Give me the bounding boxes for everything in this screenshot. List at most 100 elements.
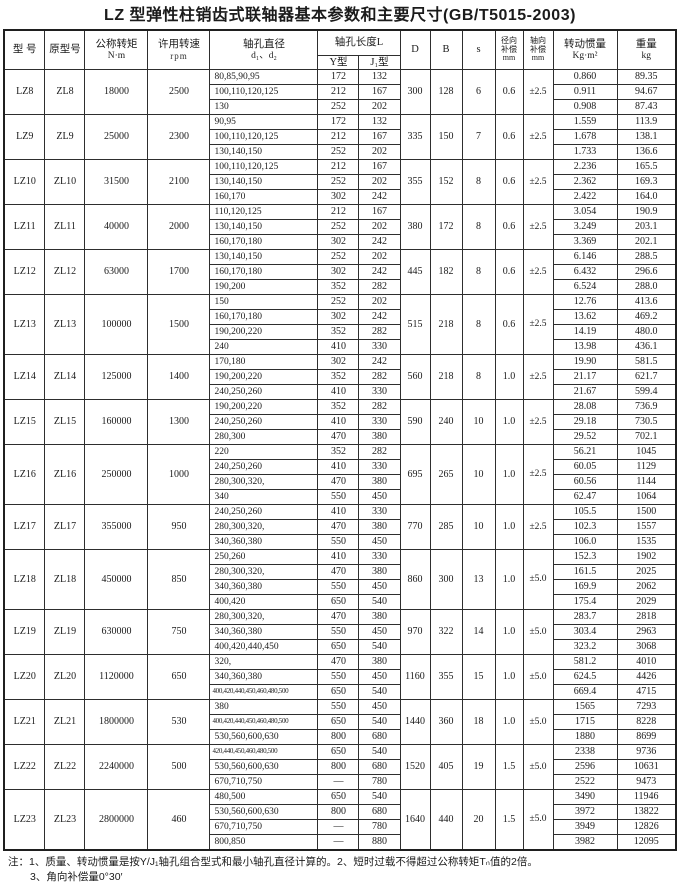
- radial-comp-cell: 1.0: [494, 549, 524, 610]
- speed-cell: 1500: [147, 294, 211, 355]
- table-row: 160,170,180 302 242 3.369 202.1: [4, 234, 677, 250]
- b-cell: 265: [429, 444, 463, 505]
- proto-model-cell: ZL22: [44, 744, 86, 790]
- j-length-cell: 242: [358, 234, 401, 250]
- axial-comp-cell: ±2.5: [522, 204, 554, 250]
- bore-diameter-cell: 130,140,150: [209, 249, 319, 265]
- col-header-proto: 原型号: [44, 29, 86, 70]
- bore-diameter-cell: 100,110,120,125: [209, 129, 319, 145]
- y-length-cell: —: [317, 834, 360, 851]
- bore-diameter-cell: 530,560,600,630: [209, 729, 319, 745]
- proto-model-cell: ZL16: [44, 444, 86, 505]
- table-row: 530,560,600,630 800 680 1880 8699: [4, 729, 677, 745]
- y-length-cell: 352: [317, 279, 360, 295]
- model-cell: LZ20: [3, 654, 46, 700]
- weight-cell: 190.9: [616, 204, 677, 220]
- weight-cell: 169.3: [616, 174, 677, 190]
- inertia-cell: 6.146: [552, 249, 618, 265]
- j-length-cell: 540: [358, 594, 401, 610]
- weight-cell: 702.1: [616, 429, 677, 445]
- bore-diameter-cell: 340,360,380: [209, 579, 319, 595]
- y-length-cell: 252: [317, 99, 360, 115]
- speed-cell: 500: [147, 744, 211, 790]
- weight-cell: 11946: [616, 789, 677, 805]
- j-length-cell: 780: [358, 774, 401, 790]
- y-length-cell: 252: [317, 294, 360, 310]
- j-length-cell: 282: [358, 324, 401, 340]
- table-row: 400,420,440,450,460,480,500 650 540 669.4 47…: [4, 684, 677, 700]
- j-length-cell: 202: [358, 219, 401, 235]
- b-cell: 218: [429, 354, 463, 400]
- axial-comp-cell: ±2.5: [522, 159, 554, 205]
- b-cell: 440: [429, 789, 463, 851]
- weight-cell: 413.6: [616, 294, 677, 310]
- d-cell: 970: [399, 609, 431, 655]
- s-cell: 10: [461, 504, 496, 550]
- bore-diameter-cell: 160,170,180: [209, 309, 319, 325]
- d-cell: 560: [399, 354, 431, 400]
- b-cell: 300: [429, 549, 463, 610]
- table-row: LZ11 ZL11 40000 2000 110,120,125 212 167 380 172…: [3, 204, 677, 250]
- y-length-cell: 352: [317, 369, 360, 385]
- bore-diameter-cell: 530,560,600,630: [209, 759, 319, 775]
- radial-label-1: 径向: [501, 36, 517, 46]
- axial-comp-cell: ±2.5: [522, 504, 554, 550]
- bore-symbols: d₁、d₂: [251, 50, 277, 61]
- y-length-cell: 470: [317, 519, 360, 535]
- speed-label: 许用转速: [157, 39, 200, 51]
- bore-diameter-cell: 80,85,90,95: [209, 69, 319, 85]
- y-length-cell: 800: [317, 729, 360, 745]
- radial-comp-cell: 0.6: [494, 204, 524, 250]
- inertia-cell: 29.18: [552, 414, 618, 430]
- y-length-cell: 302: [317, 234, 360, 250]
- proto-model-cell: ZL11: [44, 204, 86, 250]
- j-length-cell: 167: [358, 204, 401, 220]
- table-row: LZ17 ZL17 355000 950 240,250,260 410 330 770 285…: [3, 504, 677, 550]
- y-length-cell: 302: [317, 309, 360, 325]
- y-length-cell: 212: [317, 129, 360, 145]
- j-length-cell: 880: [358, 834, 401, 851]
- inertia-cell: 62.47: [552, 489, 618, 505]
- bore-diameter-cell: 150: [209, 294, 319, 310]
- table-row: 130,140,150 252 202 1.733 136.6: [4, 144, 677, 160]
- note-line-2: 3、角向补偿量0°30′: [30, 871, 123, 883]
- bore-diameter-cell: 400,420,440,450: [209, 639, 319, 655]
- b-cell: 285: [429, 504, 463, 550]
- axial-comp-cell: ±5.0: [522, 609, 554, 655]
- weight-cell: 1144: [616, 474, 677, 490]
- inertia-cell: 2.236: [552, 159, 618, 175]
- weight-cell: 581.5: [616, 354, 677, 370]
- proto-model-cell: ZL10: [44, 159, 86, 205]
- weight-cell: 3068: [616, 639, 677, 655]
- table-row: 280,300 470 380 29.52 702.1: [4, 429, 677, 445]
- y-length-cell: 352: [317, 399, 360, 415]
- weight-cell: 1535: [616, 534, 677, 550]
- j-length-cell: 132: [358, 69, 401, 85]
- col-header-D: D: [399, 29, 431, 70]
- table-row: 340,360,380 550 450 303.4 2963: [4, 624, 677, 640]
- weight-cell: 8228: [616, 714, 677, 730]
- inertia-cell: 283.7: [552, 609, 618, 625]
- radial-comp-cell: 1.0: [494, 444, 524, 505]
- y-length-cell: 650: [317, 594, 360, 610]
- table-row: 670,710,750—780 3949 12826: [4, 819, 677, 835]
- y-length-cell: 252: [317, 144, 360, 160]
- y-length-cell: 252: [317, 249, 360, 265]
- inertia-cell: 13.62: [552, 309, 618, 325]
- weight-cell: 296.6: [616, 264, 677, 280]
- col-header-s: s: [461, 29, 496, 70]
- inertia-cell: 3949: [552, 819, 618, 835]
- table-row: 160,170 302 242 2.422 164.0: [4, 189, 677, 205]
- speed-cell: 1400: [147, 354, 211, 400]
- weight-cell: 136.6: [616, 144, 677, 160]
- j-length-cell: 242: [358, 354, 401, 370]
- radial-comp-cell: 1.0: [494, 609, 524, 655]
- radial-comp-cell: 1.0: [494, 699, 524, 745]
- bore-diameter-cell: 400,420,440,450,460,480,500: [209, 684, 319, 700]
- s-cell: 10: [461, 444, 496, 505]
- j-length-cell: 380: [358, 429, 401, 445]
- col-header-B: B: [429, 29, 463, 70]
- weight-cell: 203.1: [616, 219, 677, 235]
- weight-cell: 12826: [616, 819, 677, 835]
- inertia-cell: 303.4: [552, 624, 618, 640]
